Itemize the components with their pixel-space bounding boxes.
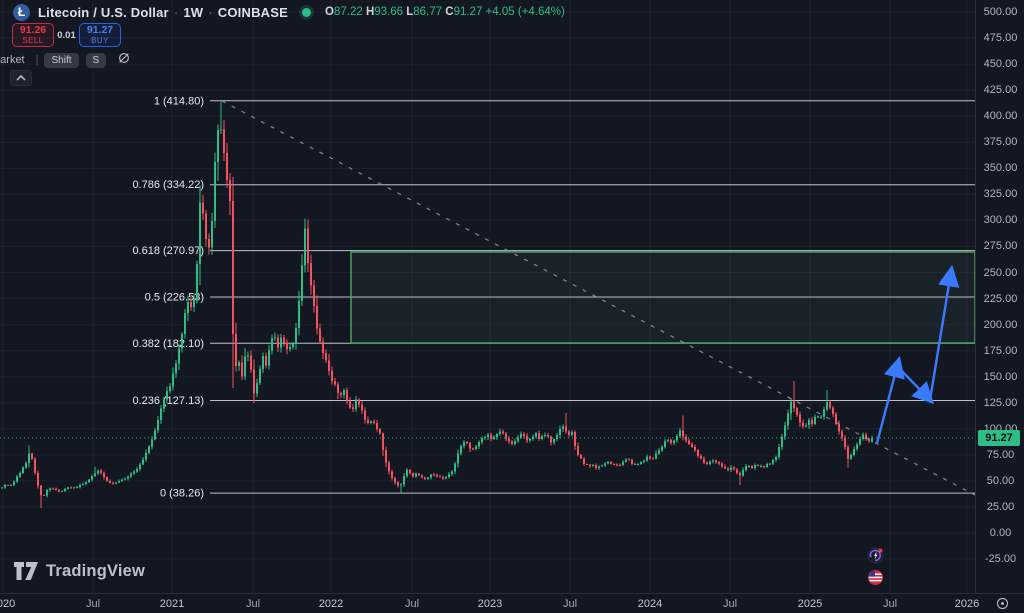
fib-level-label: 0.786 (334.22) [132,179,204,191]
price-tick-label: 425.00 [983,84,1018,97]
price-tick-label: 75.00 [986,448,1015,461]
low-value: 86.77 [413,6,443,18]
change-percent: (+4.64%) [517,6,565,18]
tradingview-mark-icon [14,562,38,580]
order-type-label[interactable]: Market [0,54,25,66]
price-tick-label: 200.00 [983,318,1018,331]
arrow-drawing [896,365,935,405]
change-value: +4.05 [485,6,515,18]
sell-price: 91.26 [19,23,47,36]
collapse-panel-button[interactable] [10,70,32,86]
exchange-label: COINBASE [217,4,288,20]
price-tick-label: 375.00 [983,136,1018,149]
s-keycap: S [85,52,107,68]
buy-label: BUY [91,36,109,46]
target-zone-box[interactable] [350,251,975,344]
buy-price: 91.27 [86,23,114,36]
time-tick-month: Jul [245,598,261,610]
buy-button[interactable]: 91.27 BUY [79,23,121,47]
sell-label: SELL [22,36,44,46]
price-tick-label: 175.00 [983,344,1018,357]
ohlc-values: O87.22 H93.66 L86.77 C91.27 +4.05 (+4.64… [325,6,565,18]
market-status-icon[interactable] [302,7,311,17]
symbol-name: Litecoin / U.S. Dollar [38,4,169,20]
price-tick-label: 50.00 [986,474,1015,487]
separator: · [173,4,179,20]
close-value: 91.27 [453,6,483,18]
litecoin-logo-icon[interactable]: Ł [13,3,30,21]
last-price-badge: 91.27 [978,429,1020,446]
tradingview-logo[interactable]: TradingView [14,560,145,582]
close-label: C [445,6,454,18]
price-tick-label: 450.00 [983,58,1018,71]
price-tick-label: 250.00 [983,266,1018,279]
time-tick-year: 2024 [637,598,663,610]
fib-retracement-drawing[interactable]: 1 (414.80) 0.786 (334.22) 0.618 (270.97) 0.… [132,95,975,500]
price-tick-label: -25.00 [984,553,1017,566]
time-tick-month: Jul [882,598,898,610]
low-label: L [406,6,414,18]
fib-level-label: 1 (414.80) [154,95,204,107]
time-tick-month: Jul [404,598,420,610]
trade-panel: 91.26 SELL 0.01 91.27 BUY [12,23,121,47]
time-tick-year: 2021 [159,598,185,610]
price-tick-label: 0.00 [989,527,1012,539]
price-tick-label: 400.00 [983,110,1018,123]
shift-keycap: Shift [44,52,79,68]
time-tick-year: 2025 [797,598,823,610]
us-flag-event-icon[interactable] [867,569,884,586]
fib-level-label: 0.236 (127.13) [132,395,204,407]
price-tick-label: 275.00 [983,240,1018,253]
time-tick-month: Jul [722,598,738,610]
symbol-title[interactable]: Litecoin / U.S. Dollar · 1W · COINBASE [38,5,288,20]
chart-event-icons [867,547,885,586]
scale-settings-icon[interactable] [996,597,1009,613]
high-label: H [365,6,375,18]
tradingview-wordmark: TradingView [46,561,146,580]
price-tick-label: 325.00 [983,188,1018,201]
price-tick-label: 350.00 [983,162,1018,175]
time-tick-month: Jul [562,598,578,610]
open-label: O [325,6,334,18]
arrow-drawing [875,356,905,444]
time-tick-year: 2023 [477,598,503,610]
interval-label[interactable]: 1W [183,4,204,20]
fib-level-label: 0.618 (270.97) [132,245,204,257]
price-tick-label: 125.00 [983,396,1018,409]
price-chart-canvas[interactable]: 1 (414.80) 0.786 (334.22) 0.618 (270.97) 0.… [0,0,975,593]
arrow-drawing [928,264,960,401]
price-tick-label: 475.00 [983,32,1018,45]
sell-button[interactable]: 91.26 SELL [12,23,54,47]
projection-arrows[interactable] [875,264,960,444]
symbol-header: Ł Litecoin / U.S. Dollar · 1W · COINBASE O87… [13,3,565,21]
fib-level-label: 0 (38.26) [160,488,204,500]
price-tick-label: 225.00 [983,292,1018,305]
spread-value: 0.01 [57,29,76,41]
hide-panel-icon[interactable] [117,51,131,70]
fib-level-label: 0.5 (226.53) [145,291,204,303]
open-value: 87.22 [333,6,363,18]
time-axis[interactable]: 2020 Jul 2021 Jul 2022 Jul 2023 Jul 2024 Jul 2025 J… [0,593,1024,613]
time-tick-year: 2022 [318,598,344,610]
price-tick-label: 25.00 [986,500,1015,513]
time-tick-year: 2020 [0,598,16,610]
price-tick-label: 150.00 [983,370,1018,383]
high-value: 93.66 [374,6,404,18]
time-tick-month: Jul [85,598,101,610]
order-toolbar: Market | Shift S [0,52,131,68]
economic-event-icon[interactable] [867,547,884,564]
divider: | [35,54,39,66]
time-tick-year: 2026 [954,598,980,610]
candlestick-series [1,100,874,508]
price-tick-label: 500.00 [983,6,1018,18]
price-axis[interactable]: 500.00 475.00 450.00 425.00 400.00 375.00 350.… [975,0,1024,593]
separator: · [208,4,213,20]
fib-level-label: 0.382 (182.10) [132,338,204,350]
price-tick-label: 300.00 [983,214,1018,227]
